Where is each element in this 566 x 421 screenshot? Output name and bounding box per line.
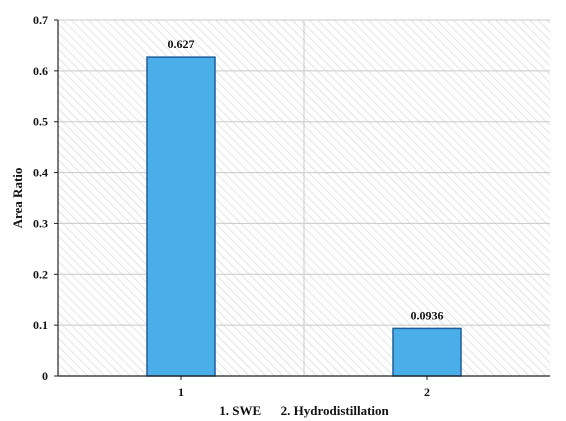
bar	[392, 327, 462, 377]
y-tick-label: 0	[42, 369, 48, 383]
bars	[146, 56, 462, 377]
bar	[146, 56, 216, 377]
x-tick-label: 1	[178, 385, 184, 399]
x-tick-label: 2	[424, 385, 430, 399]
gridlines	[58, 19, 550, 376]
y-tick-label: 0.4	[33, 166, 48, 180]
y-axis-label: Area Ratio	[10, 168, 25, 229]
bar-data-label: 0.627	[168, 37, 195, 51]
y-tick-label: 0.7	[33, 13, 48, 27]
y-tick-label: 0.2	[33, 267, 48, 281]
y-tick-label: 0.1	[33, 318, 48, 332]
bar-data-label: 0.0936	[411, 308, 444, 322]
y-tick-label: 0.5	[33, 115, 48, 129]
labels: 0 0.1 0.2 0.3 0.4 0.5 0.6 0.7 0.627 1 0.0936 2	[33, 13, 444, 399]
y-tick-label: 0.6	[33, 64, 48, 78]
y-tick-label: 0.3	[33, 216, 48, 230]
x-axis-label: 1. SWE 2. Hydrodistillation	[219, 403, 389, 418]
axes	[54, 19, 550, 380]
